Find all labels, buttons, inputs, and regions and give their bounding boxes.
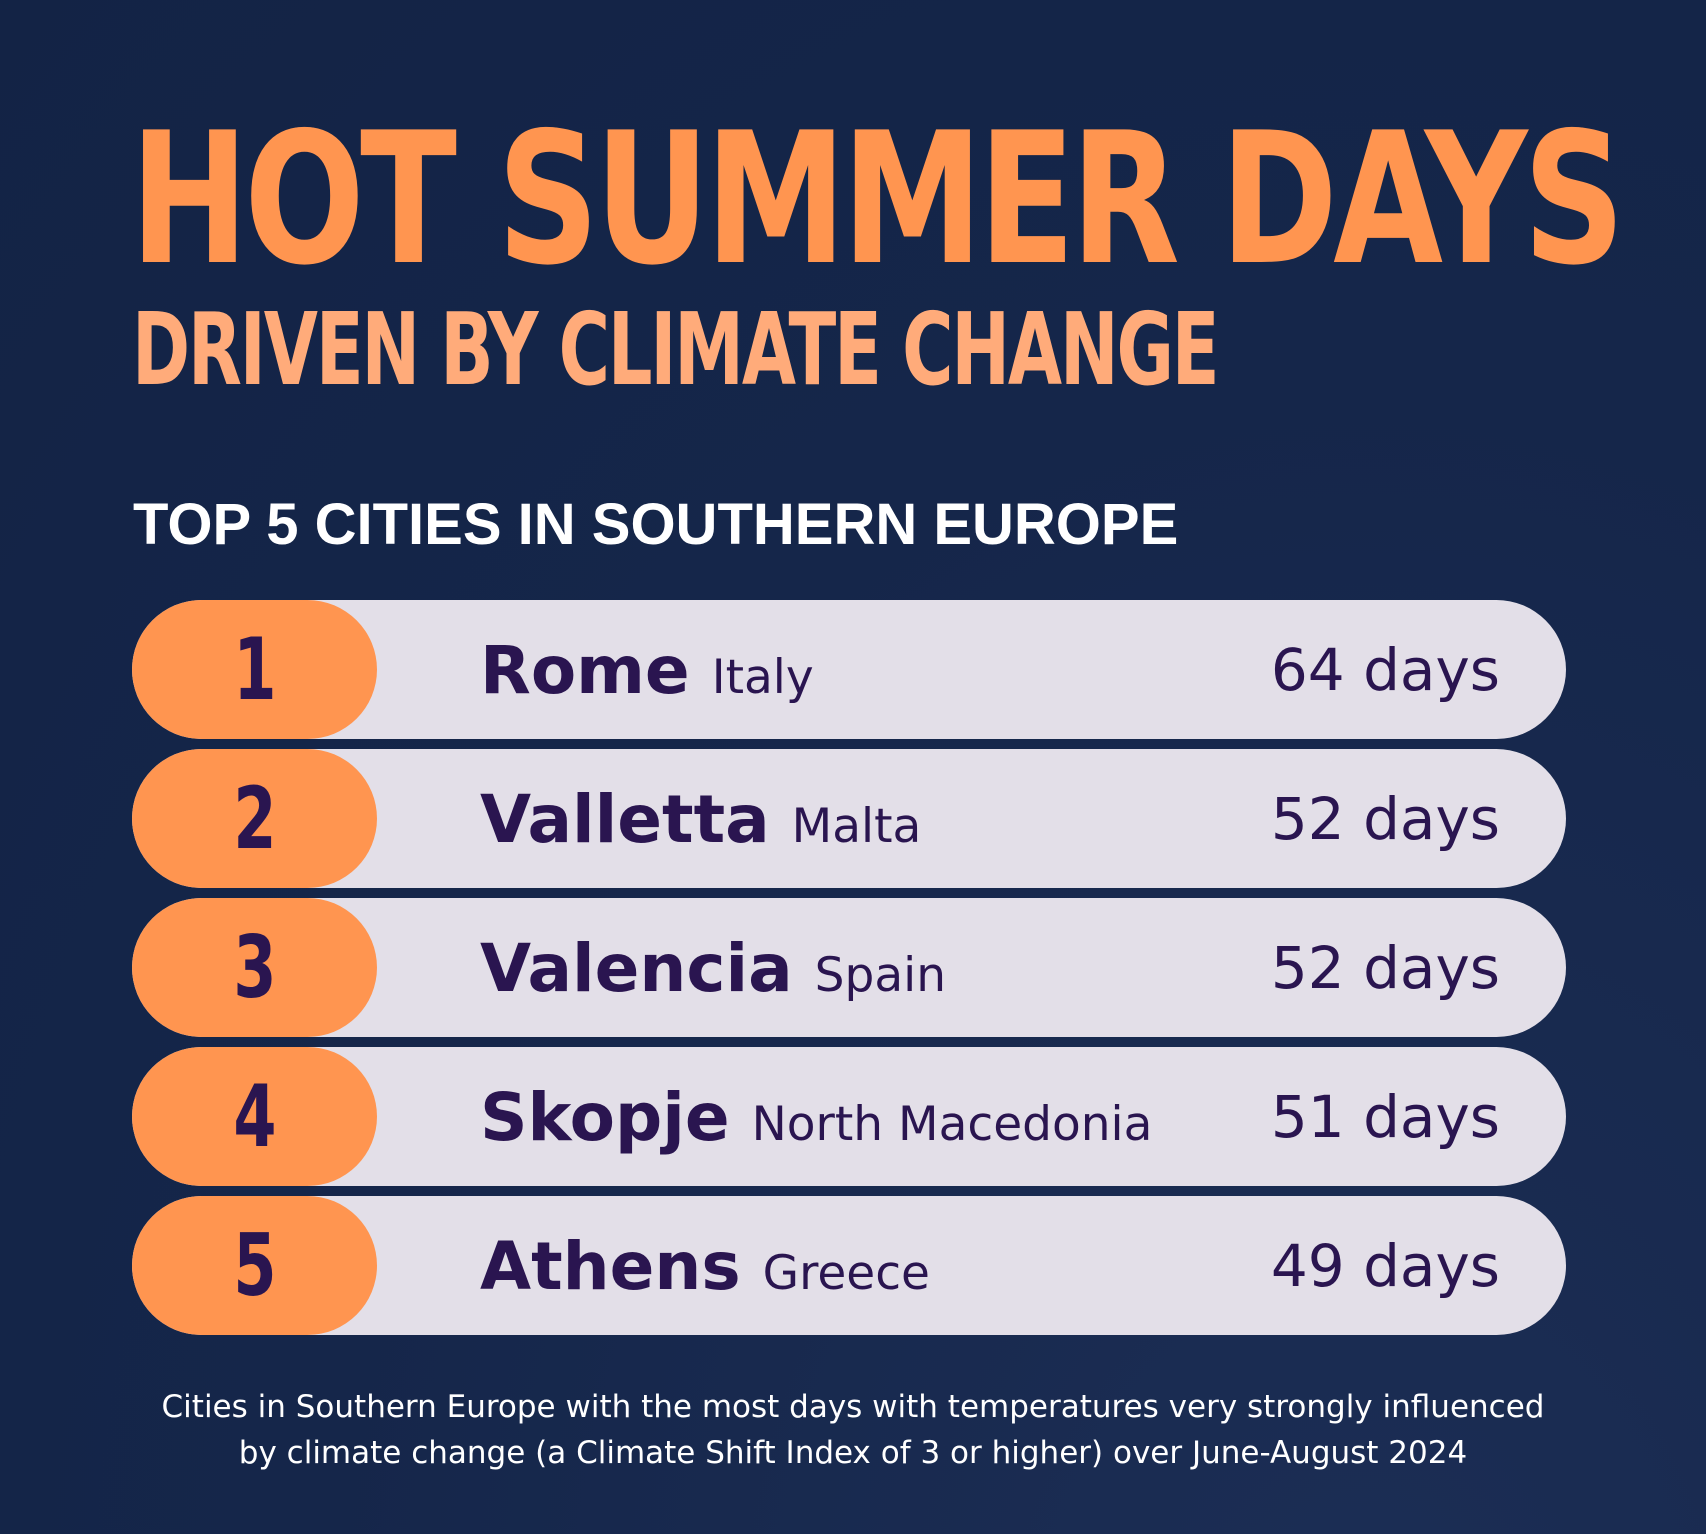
country-name: Italy: [711, 650, 814, 705]
rank-row-5: 5 Athens Greece 49 days: [132, 1196, 1566, 1335]
country-name: Spain: [814, 948, 946, 1003]
place-name: Rome Italy: [480, 600, 814, 739]
country-name: North Macedonia: [751, 1097, 1153, 1152]
days-value: 51 days: [1270, 1082, 1500, 1151]
footnote-line-1: Cities in Southern Europe with the most …: [161, 1389, 1545, 1425]
city-name: Skopje: [480, 1079, 730, 1156]
city-name: Valletta: [480, 781, 770, 858]
place-name: Skopje North Macedonia: [480, 1047, 1152, 1186]
days-value: 64 days: [1270, 635, 1500, 704]
rank-number: 2: [232, 768, 277, 869]
footnote-line-2: by climate change (a Climate Shift Index…: [238, 1435, 1468, 1471]
days-value: 52 days: [1270, 784, 1500, 853]
subtitle: DRIVEN BY CLIMATE CHANGE: [132, 291, 1220, 408]
country-name: Greece: [762, 1246, 930, 1301]
rank-badge: 2: [132, 749, 377, 888]
section-heading: TOP 5 CITIES IN SOUTHERN EUROPE: [133, 492, 1179, 557]
days-value: 52 days: [1270, 933, 1500, 1002]
country-name: Malta: [791, 799, 922, 854]
rank-row-3: 3 Valencia Spain 52 days: [132, 898, 1566, 1037]
rank-number: 4: [232, 1066, 277, 1167]
rank-badge: 5: [132, 1196, 377, 1335]
rank-number: 1: [232, 619, 277, 720]
city-name: Athens: [480, 1228, 741, 1305]
footnote: Cities in Southern Europe with the most …: [60, 1384, 1646, 1476]
place-name: Athens Greece: [480, 1196, 930, 1335]
rank-number: 5: [232, 1215, 277, 1316]
place-name: Valencia Spain: [480, 898, 946, 1037]
city-name: Valencia: [480, 930, 793, 1007]
rank-badge: 3: [132, 898, 377, 1037]
rank-number: 3: [232, 917, 277, 1018]
rank-row-4: 4 Skopje North Macedonia 51 days: [132, 1047, 1566, 1186]
rank-badge: 1: [132, 600, 377, 739]
place-name: Valletta Malta: [480, 749, 921, 888]
main-title: HOT SUMMER DAYS: [130, 93, 1625, 305]
rank-row-2: 2 Valletta Malta 52 days: [132, 749, 1566, 888]
city-name: Rome: [480, 632, 690, 709]
days-value: 49 days: [1270, 1231, 1500, 1300]
city-ranking-list: 1 Rome Italy 64 days 2 Valletta Malta 52…: [132, 600, 1566, 1345]
rank-row-1: 1 Rome Italy 64 days: [132, 600, 1566, 739]
rank-badge: 4: [132, 1047, 377, 1186]
